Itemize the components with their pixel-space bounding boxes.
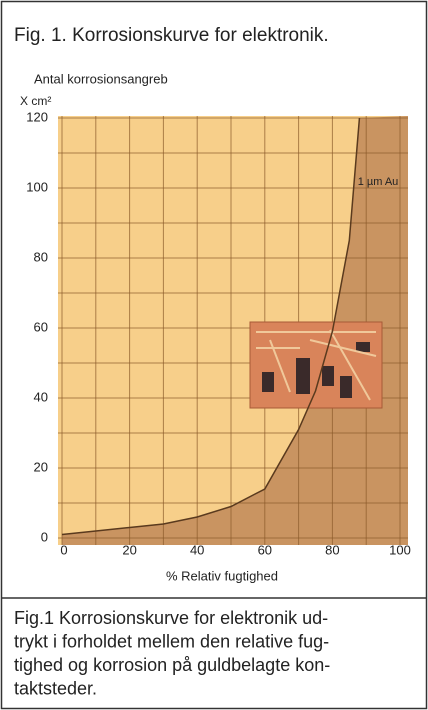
figure: Fig. 1. Korrosionskurve for elektronik. … (0, 0, 428, 710)
chip (296, 358, 310, 394)
chip (322, 366, 334, 386)
caption-line: tighed og korrosion på guldbelagte kon- (14, 655, 330, 675)
caption-line: Fig.1 Korrosionskurve for elektronik ud- (14, 608, 328, 628)
x-tick-label: 80 (325, 542, 339, 557)
x-tick-label: 100 (389, 542, 411, 557)
caption-line: taktsteder. (14, 678, 97, 698)
board (250, 322, 382, 408)
y-tick-label: 0 (41, 529, 48, 544)
chip (356, 342, 370, 352)
y-tick-label: 100 (26, 179, 48, 194)
y-tick-label: 20 (34, 459, 48, 474)
x-tick-label: 60 (258, 542, 272, 557)
circuit-board-image (250, 322, 382, 408)
y-unit: X cm² (20, 94, 51, 108)
caption-line: trykt i forholdet mellem den relative fu… (14, 631, 329, 651)
chip (340, 376, 352, 398)
x-tick-label: 0 (60, 542, 67, 557)
chart-title: Fig. 1. Korrosionskurve for elektronik. (14, 25, 329, 46)
plot-area: 0 20 40 60 80 100 120 0 20 40 60 80 100 1 µm Au (26, 109, 411, 557)
y-tick-label: 120 (26, 109, 48, 124)
chip (262, 372, 274, 392)
y-tick-label: 60 (34, 319, 48, 334)
y-tick-label: 80 (34, 249, 48, 264)
caption: Fig.1 Korrosionskurve for elektronik ud-… (14, 608, 330, 699)
y-axis-label: Antal korrosionsangreb (34, 71, 168, 86)
x-tick-label: 20 (122, 542, 136, 557)
y-tick-label: 40 (34, 389, 48, 404)
x-tick-label: 40 (190, 542, 204, 557)
series-label: 1 µm Au (358, 176, 399, 188)
x-axis-label: % Relativ fugtighed (166, 568, 278, 583)
